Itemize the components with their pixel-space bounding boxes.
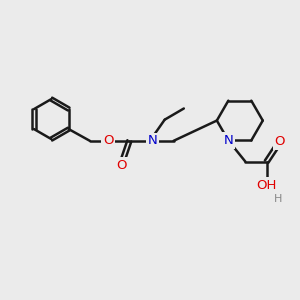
Text: N: N — [224, 134, 233, 147]
Text: N: N — [147, 134, 157, 147]
Text: O: O — [116, 158, 126, 172]
Text: H: H — [274, 194, 282, 204]
Text: OH: OH — [256, 179, 277, 192]
Text: O: O — [103, 134, 113, 147]
Text: O: O — [274, 135, 285, 148]
